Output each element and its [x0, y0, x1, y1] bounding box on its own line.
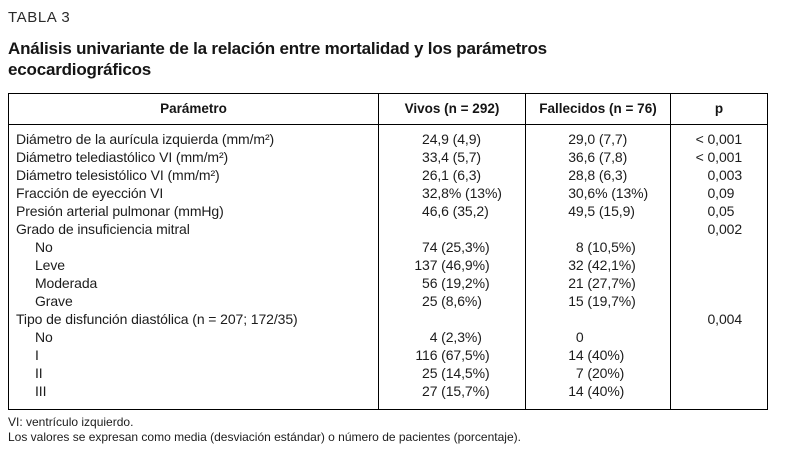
vivos-value: 26,1 (6,3): [378, 166, 526, 184]
col-header-fallecidos: Fallecidos (n = 76): [525, 93, 671, 125]
vivos-value: 74 (25,3%): [378, 238, 526, 256]
fallecidos-value: 30,6% (13%): [525, 184, 671, 202]
fallecidos-value: 36,6 (7,8): [525, 148, 671, 166]
table-header: Parámetro Vivos (n = 292) Fallecidos (n …: [8, 93, 768, 125]
table-row: Tipo de disfunción diastólica (n = 207; …: [9, 310, 768, 328]
table-row: I 116 (67,5%) 14 (40%): [9, 346, 768, 364]
table-title: Análisis univariante de la relación entr…: [8, 39, 547, 79]
fallecidos-value: [525, 220, 671, 238]
table-label: TABLA 3: [8, 9, 71, 26]
footnote-abbreviation: VI: ventrículo izquierdo.: [8, 415, 134, 429]
fallecidos-value: 14 (40%): [525, 382, 671, 410]
param-label: III: [35, 383, 47, 399]
table-row: Fracción de eyección VI 32,8% (13%) 30,6% …: [9, 184, 768, 202]
vivos-value: 33,4 (5,7): [378, 148, 526, 166]
vivos-value: 4 (2,3%): [378, 328, 526, 346]
p-value: [670, 292, 768, 310]
col-header-parametro: Parámetro: [8, 93, 379, 125]
p-value: 0,05: [670, 202, 768, 220]
param-label: Grado de insuficiencia mitral: [16, 221, 190, 237]
table-row: Leve 137 (46,9%) 32 (42,1%): [9, 256, 768, 274]
param-label: Grave: [35, 293, 73, 309]
param-label: II: [35, 365, 43, 381]
p-value: [670, 382, 768, 410]
vivos-value: 25 (14,5%): [378, 364, 526, 382]
p-value: [670, 364, 768, 382]
p-value: [670, 274, 768, 292]
param-label: I: [35, 347, 39, 363]
param-label: Tipo de disfunción diastólica (n = 207; …: [16, 311, 298, 327]
table-row: No 4 (2,3%) 0: [9, 328, 768, 346]
fallecidos-value: 28,8 (6,3): [525, 166, 671, 184]
p-value: 0,004: [670, 310, 768, 328]
fallecidos-value: 21 (27,7%): [525, 274, 671, 292]
param-label: Leve: [35, 257, 65, 273]
table-row: Grave 25 (8,6%) 15 (19,7%): [9, 292, 768, 310]
table-row: No 74 (25,3%) 8 (10,5%): [9, 238, 768, 256]
param-label: Presión arterial pulmonar (mmHg): [16, 203, 224, 219]
param-label: No: [35, 329, 53, 345]
footnote-values: Los valores se expresan como media (desv…: [8, 430, 521, 444]
header-row: Parámetro Vivos (n = 292) Fallecidos (n …: [8, 93, 768, 125]
table-body: Diámetro de la aurícula izquierda (mm/m²…: [9, 124, 768, 410]
table-row: Grado de insuficiencia mitral 0,002: [9, 220, 768, 238]
table-row: III 27 (15,7%) 14 (40%): [9, 382, 768, 410]
fallecidos-value: [525, 310, 671, 328]
vivos-value: [378, 220, 526, 238]
vivos-value: 116 (67,5%): [378, 346, 526, 364]
fallecidos-value: 8 (10,5%): [525, 238, 671, 256]
fallecidos-value: 49,5 (15,9): [525, 202, 671, 220]
col-header-vivos: Vivos (n = 292): [378, 93, 526, 125]
fallecidos-value: 32 (42,1%): [525, 256, 671, 274]
fallecidos-value: 15 (19,7%): [525, 292, 671, 310]
vivos-value: [378, 310, 526, 328]
vivos-value: 24,9 (4,9): [378, 124, 526, 148]
p-value: < 0,001: [670, 124, 768, 148]
fallecidos-value: 0: [525, 328, 671, 346]
fallecidos-value: 7 (20%): [525, 364, 671, 382]
table-row: Presión arterial pulmonar (mmHg) 46,6 (35…: [9, 202, 768, 220]
table-row: Diámetro de la aurícula izquierda (mm/m²…: [9, 124, 768, 148]
table-row: Moderada 56 (19,2%) 21 (27,7%): [9, 274, 768, 292]
col-header-p: p: [670, 93, 768, 125]
param-label: Diámetro telesistólico VI (mm/m²): [16, 167, 220, 183]
p-value: 0,002: [670, 220, 768, 238]
vivos-value: 27 (15,7%): [378, 382, 526, 410]
param-label: Fracción de eyección VI: [16, 185, 164, 201]
vivos-value: 32,8% (13%): [378, 184, 526, 202]
param-label: Moderada: [35, 275, 98, 291]
p-value: 0,09: [670, 184, 768, 202]
p-value: [670, 256, 768, 274]
table-row: Diámetro telesistólico VI (mm/m²) 26,1 (6…: [9, 166, 768, 184]
param-label: Diámetro telediastólico VI (mm/m²): [16, 149, 229, 165]
vivos-value: 25 (8,6%): [378, 292, 526, 310]
param-label: No: [35, 239, 53, 255]
fallecidos-value: 29,0 (7,7): [525, 124, 671, 148]
param-label: Diámetro de la aurícula izquierda (mm/m²…: [16, 131, 275, 147]
fallecidos-value: 14 (40%): [525, 346, 671, 364]
p-value: 0,003: [670, 166, 768, 184]
p-value: [670, 346, 768, 364]
p-value: [670, 328, 768, 346]
table-row: II 25 (14,5%) 7 (20%): [9, 364, 768, 382]
footnotes: VI: ventrículo izquierdo. Los valores se…: [8, 415, 767, 445]
vivos-value: 46,6 (35,2): [378, 202, 526, 220]
table-row: Diámetro telediastólico VI (mm/m²) 33,4 (…: [9, 148, 768, 166]
p-value: [670, 238, 768, 256]
univariate-analysis-table: Parámetro Vivos (n = 292) Fallecidos (n …: [8, 93, 768, 410]
vivos-value: 56 (19,2%): [378, 274, 526, 292]
p-value: < 0,001: [670, 148, 768, 166]
vivos-value: 137 (46,9%): [378, 256, 526, 274]
